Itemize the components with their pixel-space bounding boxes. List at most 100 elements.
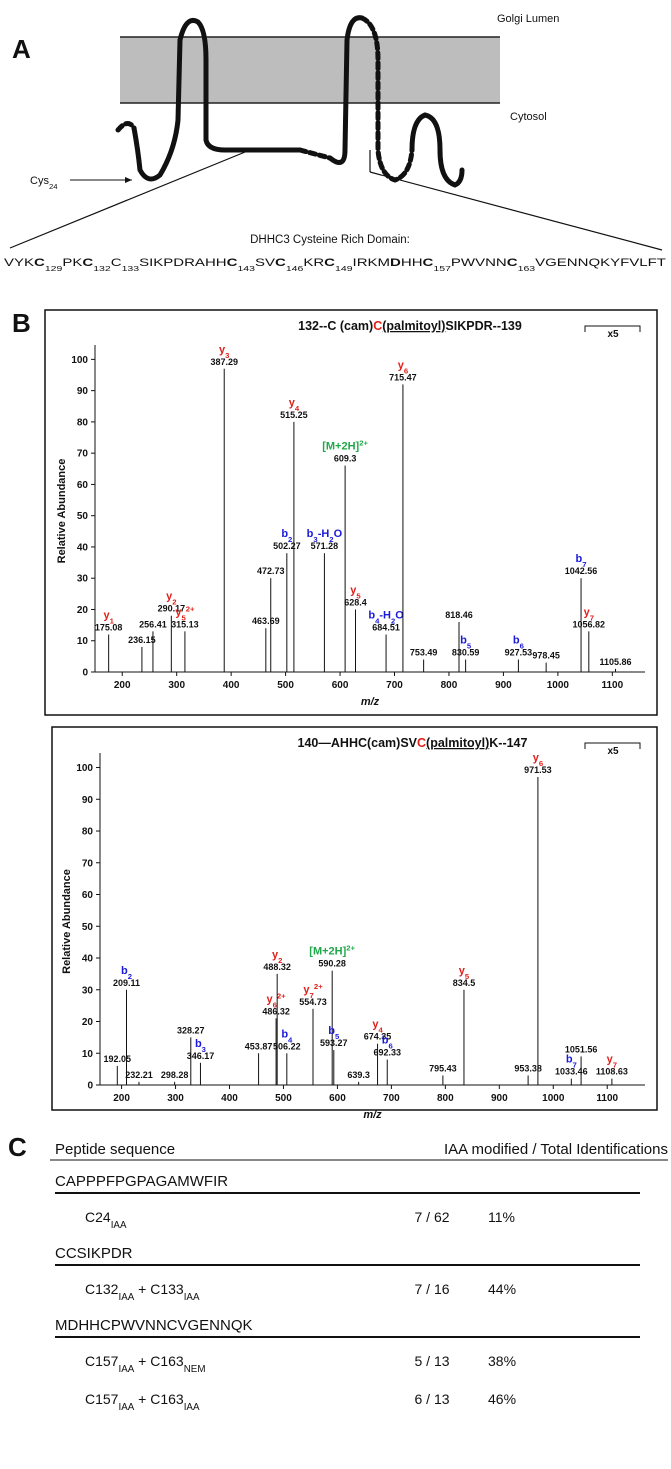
text-segment: 6 <box>404 366 408 375</box>
peak-mz-label: 175.08 <box>95 622 123 632</box>
text-segment: 129 <box>45 264 62 273</box>
text-segment: Cys <box>30 175 49 187</box>
peak-mz-label: 232.21 <box>125 1070 153 1080</box>
text-segment: 143 <box>237 264 254 273</box>
text-segment: y <box>272 949 279 961</box>
y-tick-label: 50 <box>82 922 94 933</box>
peak-mz-label: 978.45 <box>532 651 560 661</box>
text-segment: 2 <box>329 535 333 544</box>
peak-mz-label: 818.46 <box>445 610 473 620</box>
text-segment: b <box>195 1038 202 1050</box>
cytosol-label: Cytosol <box>510 111 547 123</box>
chart-title: 132--C (cam)C(palmitoyl)SIKPDR--139 <box>298 319 522 333</box>
peak-mz-label: 1051.56 <box>565 1044 598 1054</box>
text-segment: y <box>350 584 357 596</box>
text-segment: VYK <box>4 257 35 269</box>
percent: 11% <box>488 1209 515 1225</box>
x-axis-label: m/z <box>363 1109 382 1121</box>
x-tick-label: 1000 <box>542 1093 565 1104</box>
text-segment: C <box>82 257 93 269</box>
text-segment: 4 <box>378 1025 383 1034</box>
x-tick-label: 900 <box>495 680 512 691</box>
text-segment: y <box>584 606 591 618</box>
peptide: MDHHCPWVNNCVGENNQK <box>55 1317 253 1334</box>
x-tick-label: 500 <box>275 1093 292 1104</box>
peak-mz-label: 486.32 <box>262 1006 290 1016</box>
x-axis-label: m/z <box>361 696 380 708</box>
peak-mz-label: 590.28 <box>318 959 346 969</box>
sequence: VYK C 129 PK C 132 C 133 SIKPDRAHH C 143 SV C 146 KR C 1… <box>4 257 666 273</box>
text-segment: 7 <box>573 1060 577 1069</box>
text-segment: y <box>372 1019 379 1031</box>
count: 7 / 16 <box>414 1281 449 1297</box>
text-segment: C <box>373 319 382 333</box>
y-tick-label: 20 <box>77 605 89 616</box>
y-tick-label: 10 <box>82 1049 94 1060</box>
text-segment: SIKPDRAHH <box>139 257 227 269</box>
ion-label: y7 <box>607 1054 617 1070</box>
text-segment: b <box>281 1028 288 1040</box>
text-segment: b <box>121 965 128 977</box>
zoom-bracket <box>584 742 641 749</box>
text-segment: C <box>227 257 238 269</box>
expansion-line <box>369 171 663 251</box>
chart-title: 140—AHHC(cam)SVC(palmitoyl)K--147 <box>298 736 528 750</box>
text-segment: IAA <box>184 1292 200 1303</box>
x-tick-label: 300 <box>167 1093 184 1104</box>
text-segment: y <box>175 606 182 618</box>
ion-label: y62+ <box>266 991 286 1009</box>
x-tick-label: 600 <box>332 680 349 691</box>
peak-mz-label: 298.28 <box>161 1070 189 1080</box>
text-segment: C <box>423 257 434 269</box>
peak-mz-label: 927.53 <box>505 647 533 657</box>
text-segment: 133 <box>122 264 139 273</box>
zoom-label: x5 <box>607 746 619 757</box>
text-segment: 6 <box>520 641 524 650</box>
text-segment: y <box>166 591 173 603</box>
peak-mz-label: 639.3 <box>347 1070 370 1080</box>
text-segment: 132 <box>93 264 110 273</box>
peak-mz-label: 290.17 <box>158 604 186 614</box>
text-segment: y <box>289 397 296 409</box>
text-segment: y <box>398 359 405 371</box>
ion-label: y6 <box>398 359 408 375</box>
text-segment: C157 <box>85 1353 119 1369</box>
text-segment: (palmitoyl) <box>382 319 445 333</box>
text-segment: C <box>324 257 335 269</box>
text-segment: (palmitoyl) <box>426 736 489 750</box>
x-tick-label: 700 <box>386 680 403 691</box>
ion-label: b4-H2O <box>368 609 404 625</box>
text-segment: 3 <box>225 350 229 359</box>
text-segment: 2 <box>278 955 282 964</box>
text-segment: y <box>219 344 226 356</box>
peak-mz-label: 1033.46 <box>555 1067 588 1077</box>
peak-mz-label: 256.41 <box>139 619 167 629</box>
zoom-bracket <box>584 325 641 332</box>
y-tick-label: 60 <box>82 890 94 901</box>
peak-mz-label: 753.49 <box>410 647 438 657</box>
x-tick-label: 800 <box>437 1093 454 1104</box>
y-tick-label: 80 <box>82 827 94 838</box>
text-segment: [M+2H] <box>309 946 346 958</box>
peak-mz-label: 953.38 <box>514 1063 542 1073</box>
peak-mz-label: 609.3 <box>334 454 357 464</box>
panel-label: C <box>8 1132 27 1162</box>
ion-label: y4 <box>289 397 300 413</box>
x-tick-label: 200 <box>114 680 131 691</box>
peak-mz-label: 328.27 <box>177 1025 205 1035</box>
text-segment: C <box>507 257 518 269</box>
text-segment: b <box>281 528 288 540</box>
text-segment: KR <box>303 257 324 269</box>
count: 7 / 62 <box>414 1209 449 1225</box>
text-segment: [M+2H] <box>322 441 359 453</box>
text-segment: 6 <box>388 1041 392 1050</box>
peak-mz-label: 472.73 <box>257 566 285 576</box>
text-segment: 7 <box>582 560 586 569</box>
peak-mz-label: 453.87 <box>245 1041 273 1051</box>
text-segment: 3 <box>202 1044 206 1053</box>
ion-label: y4 <box>372 1019 383 1035</box>
text-segment: 4 <box>375 616 380 625</box>
text-segment: -H <box>318 528 330 540</box>
peptide: CCSIKPDR <box>55 1245 133 1262</box>
x-tick-label: 1100 <box>601 680 623 691</box>
